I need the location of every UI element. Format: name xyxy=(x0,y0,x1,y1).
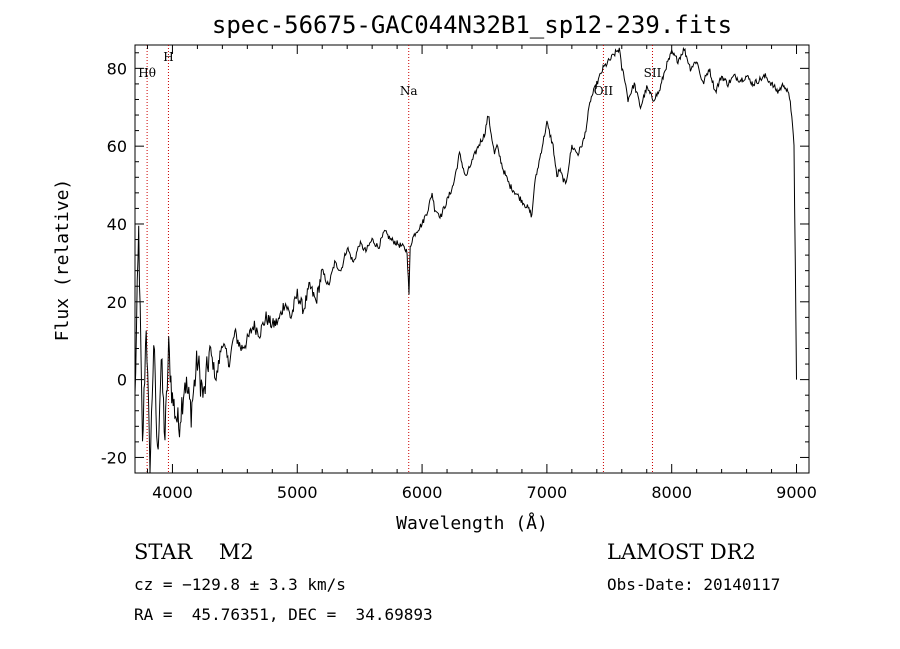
axis-ticks-layer: 4000 5000 6000 7000 8000 9000 -20 0 20 40 60 80 xyxy=(101,45,817,502)
line-markers-layer: Hθ H Na OII SII xyxy=(138,45,662,473)
redshift-text: cz = −129.8 ± 3.3 km/s xyxy=(134,575,346,594)
spectral-line-label: H xyxy=(163,50,173,64)
spectrum-series-layer xyxy=(134,46,797,474)
y-tick-label: 60 xyxy=(107,137,127,156)
spectral-line-label: Na xyxy=(400,84,418,98)
chart-title: spec-56675-GAC044N32B1_sp12-239.fits xyxy=(212,11,732,39)
y-tick-label: 20 xyxy=(107,293,127,312)
y-tick-label: 0 xyxy=(117,371,127,390)
survey-name-text: LAMOST DR2 xyxy=(607,540,756,564)
x-tick-label: 9000 xyxy=(776,483,817,502)
y-tick-label: 80 xyxy=(107,59,127,78)
x-tick-label: 6000 xyxy=(402,483,443,502)
object-class-text: STAR M2 xyxy=(134,540,254,564)
x-tick-label: 4000 xyxy=(152,483,193,502)
x-tick-label: 8000 xyxy=(651,483,692,502)
obs-date-text: Obs-Date: 20140117 xyxy=(607,575,781,594)
y-tick-label: -20 xyxy=(101,448,127,467)
plot-frame xyxy=(134,44,810,474)
spectrum-line xyxy=(134,46,797,474)
coordinates-text: RA = 45.76351, DEC = 34.69893 xyxy=(134,605,433,624)
spectral-line-label: Hθ xyxy=(138,66,156,80)
y-tick-label: 40 xyxy=(107,215,127,234)
x-tick-label: 5000 xyxy=(277,483,318,502)
x-axis-label: Wavelength (Å) xyxy=(396,512,548,534)
spectral-line-label: OII xyxy=(594,84,614,98)
y-axis-label: Flux (relative) xyxy=(52,179,73,342)
x-tick-label: 7000 xyxy=(527,483,568,502)
spectral-line-label: SII xyxy=(644,66,662,80)
